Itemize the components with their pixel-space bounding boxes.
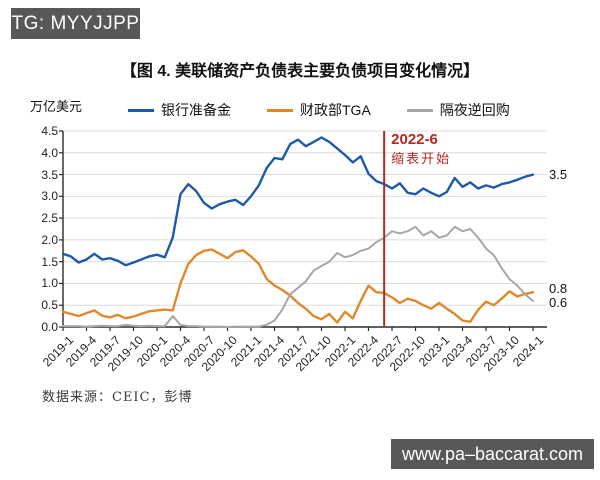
y-tick-label: 0.5	[41, 298, 58, 313]
line-swatch-icon	[406, 108, 433, 112]
telegram-watermark-text: TG: MYYJJPP	[11, 12, 140, 34]
line-swatch-icon	[267, 108, 293, 112]
y-tick-label: 3.0	[41, 189, 58, 204]
y-tick-label: 4.0	[41, 145, 58, 160]
website-watermark-text: www.pa–baccarat.com	[401, 443, 584, 464]
end-label-overnight-rrp: 0.6	[549, 294, 568, 310]
legend-item-treasury-tga: 财政部TGA	[267, 100, 371, 120]
annotation-date: 2022-6	[391, 131, 438, 148]
legend-item-overnight-rrp: 隔夜逆回购	[406, 100, 510, 120]
legend-label: 财政部TGA	[300, 102, 371, 118]
y-tick-label: 2.0	[41, 232, 58, 247]
y-tick-label: 4.5	[41, 124, 58, 138]
data-source: 数据来源：CEIC，彭博	[42, 390, 193, 405]
y-tick-label: 1.5	[41, 254, 58, 269]
y-axis-unit-label: 万亿美元	[30, 99, 83, 114]
end-label-bank-reserves: 3.5	[549, 166, 568, 182]
qt-start-annotation: 2022-6 缩表开始	[391, 130, 451, 168]
line-swatch-icon	[128, 108, 154, 112]
y-tick-label: 0.0	[41, 320, 58, 334]
series-line-bank-reserves	[61, 136, 535, 267]
annotation-text: 缩表开始	[391, 151, 452, 166]
y-tick-label: 1.0	[41, 276, 58, 291]
website-watermark-badge: www.pa–baccarat.com	[391, 439, 594, 469]
chart-title: 【图 4. 美联储资产负债表主要负债项目变化情况】	[120, 63, 480, 80]
end-label-treasury-tga: 0.8	[549, 281, 568, 297]
telegram-watermark-badge: TG: MYYJJPP	[11, 8, 140, 39]
series-line-treasury-tga	[61, 248, 535, 324]
y-tick-label: 3.5	[41, 167, 58, 182]
legend: 银行准备金 财政部TGA 隔夜逆回购	[128, 100, 510, 120]
y-tick-label: 2.5	[41, 211, 58, 226]
legend-item-bank-reserves: 银行准备金	[128, 100, 231, 120]
legend-label: 银行准备金	[161, 102, 231, 118]
legend-label: 隔夜逆回购	[439, 102, 510, 118]
series-line-overnight-rrp	[62, 225, 534, 328]
